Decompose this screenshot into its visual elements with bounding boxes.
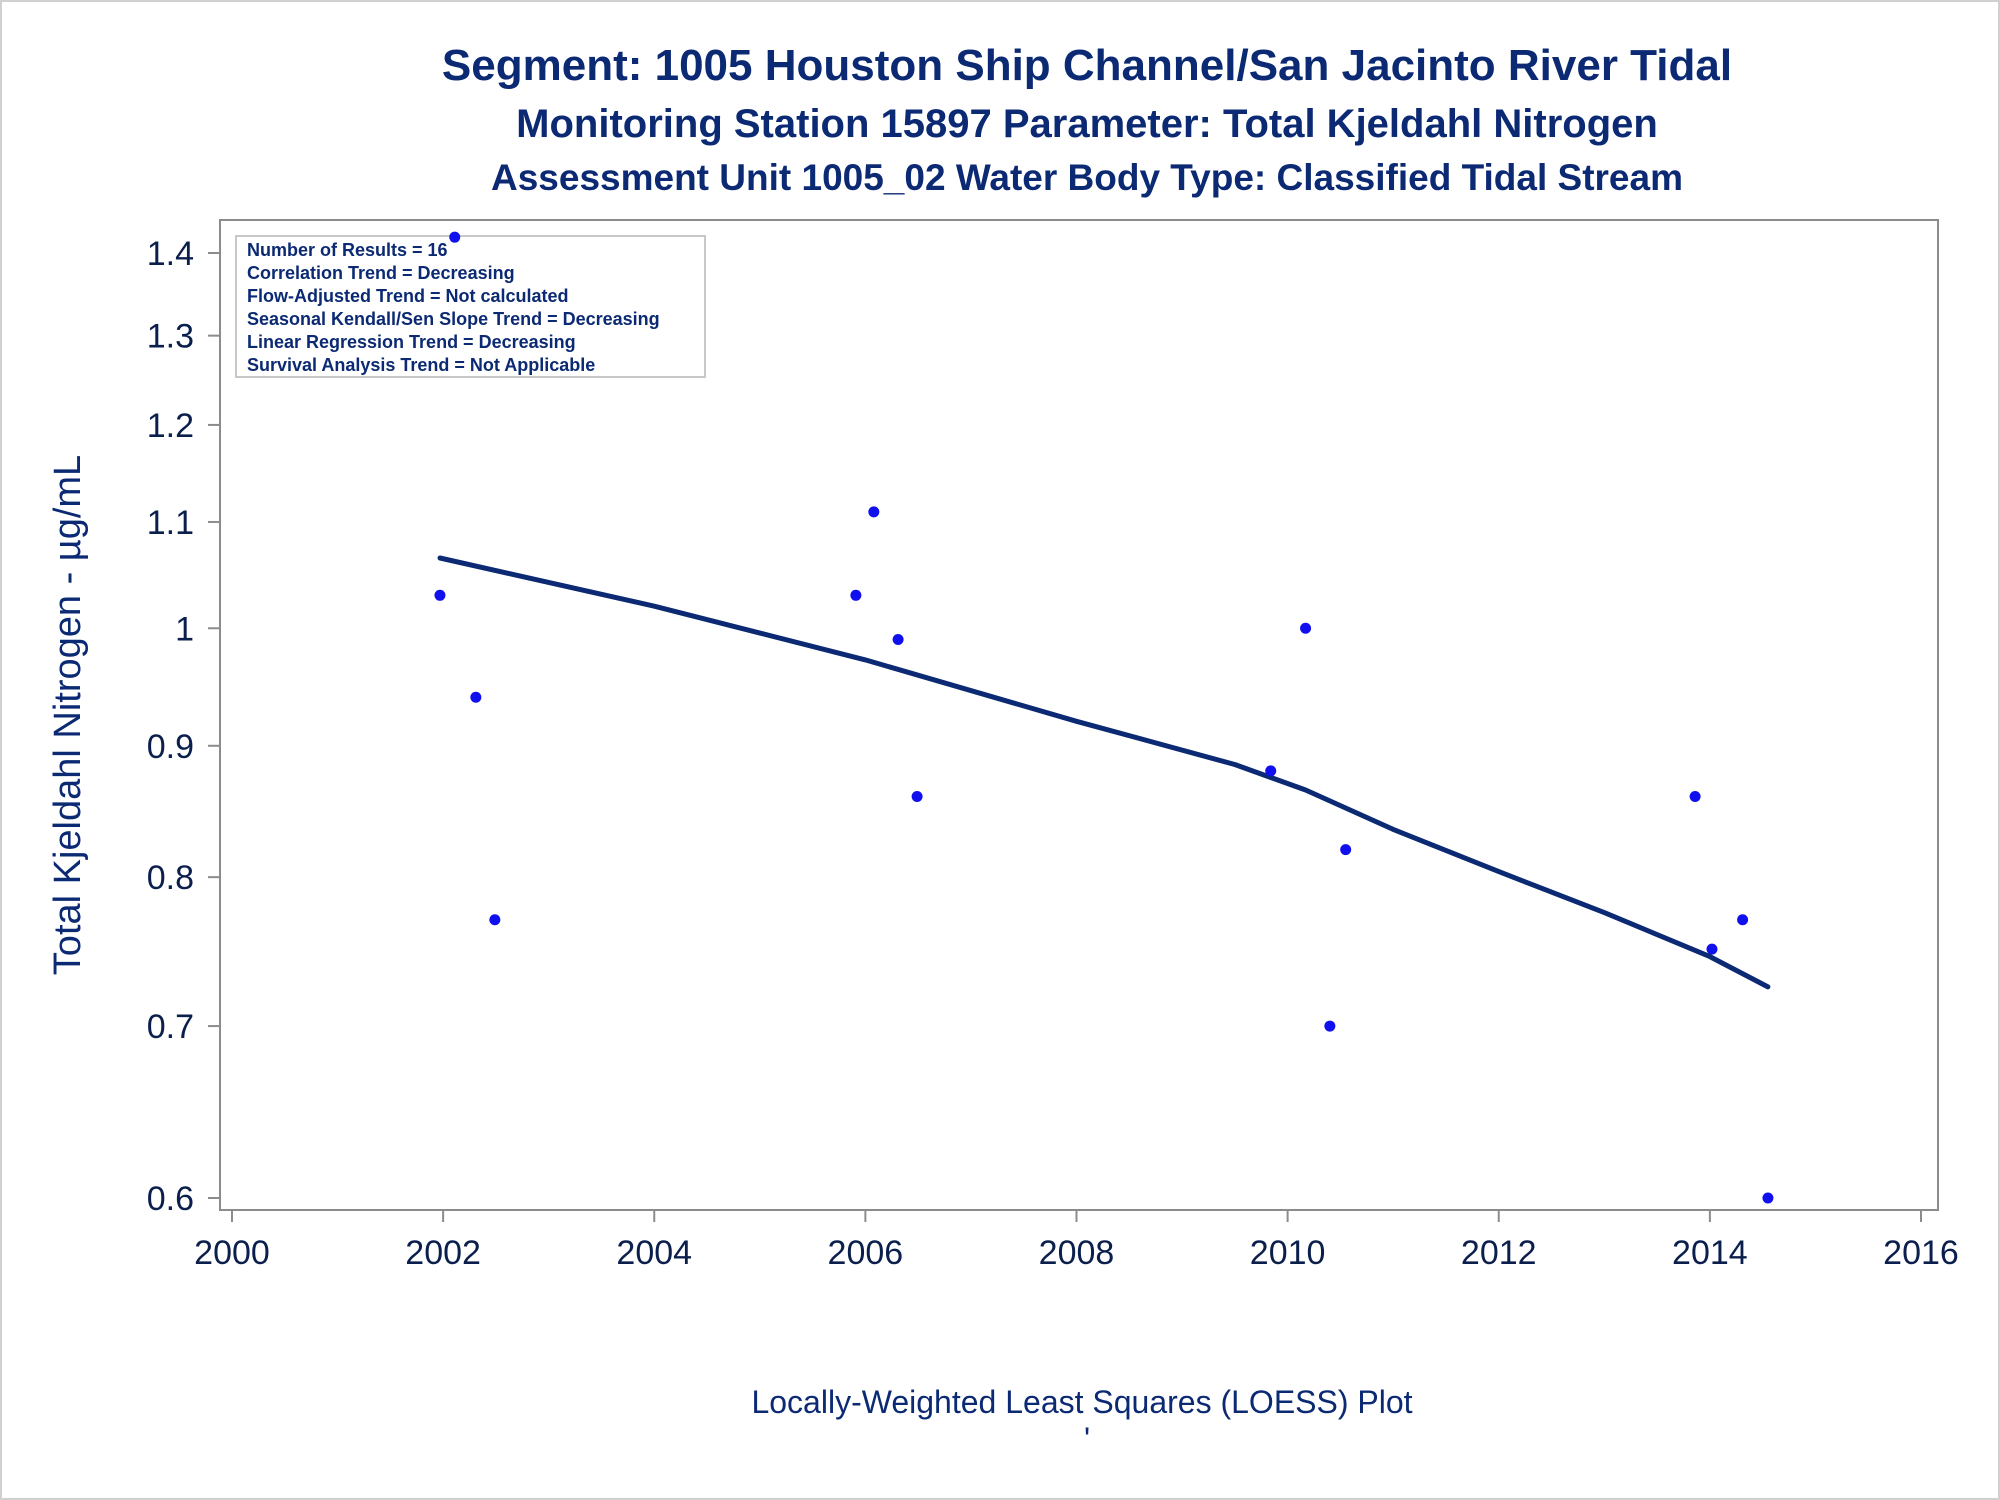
x-tick-label: 2002 <box>405 1234 481 1272</box>
data-point <box>1689 790 1701 802</box>
data-point <box>1706 943 1718 955</box>
x-tick-label: 2016 <box>1883 1234 1959 1272</box>
y-tick-label: 1.3 <box>147 318 194 356</box>
x-tick-label: 2004 <box>616 1234 692 1272</box>
x-axis: 2000 2002 2004 2006 2008 2010 2012 2014 2016 <box>194 1210 1959 1272</box>
stats-line-flow-adjusted: Flow-Adjusted Trend = Not calculated <box>247 286 569 306</box>
y-tick-label: 1.1 <box>147 504 194 542</box>
y-tick-label: 0.9 <box>147 728 194 766</box>
chart-title: Segment: 1005 Houston Ship Channel/San J… <box>442 41 1732 90</box>
x-tick-label: 2008 <box>1039 1234 1115 1272</box>
plot-area <box>219 219 1939 1211</box>
x-tick-label: 2006 <box>828 1234 904 1272</box>
y-tick-label: 0.7 <box>147 1008 194 1046</box>
chart-subtitle: Monitoring Station 15897 Parameter: Tota… <box>516 102 1658 146</box>
stats-line-linear-regression: Linear Regression Trend = Decreasing <box>247 332 576 352</box>
x-tick-label: 2000 <box>194 1234 270 1272</box>
stats-line-correlation: Correlation Trend = Decreasing <box>247 263 515 283</box>
x-tick-label: 2014 <box>1672 1234 1748 1272</box>
x-tick-label: 2010 <box>1250 1234 1326 1272</box>
data-points <box>434 231 1774 1204</box>
stats-box: Number of Results = 16 Correlation Trend… <box>235 235 706 378</box>
y-tick-label: 0.6 <box>147 1180 194 1218</box>
loess-curve <box>437 555 1771 990</box>
data-point <box>868 506 880 518</box>
y-axis-label: Total Kjeldahl Nitrogen - µg/mL <box>47 455 89 975</box>
y-tick-label: 1.2 <box>147 407 194 445</box>
data-point <box>1737 914 1749 926</box>
y-axis: 0.6 0.7 0.8 0.9 1 1.1 1.2 1.3 1.4 <box>147 235 220 1218</box>
data-point <box>1265 765 1277 777</box>
data-point <box>434 589 446 601</box>
data-point <box>489 914 501 926</box>
x-axis-label: Locally-Weighted Least Squares (LOESS) P… <box>751 1384 1412 1420</box>
footnote-mark: ' <box>1084 1421 1090 1457</box>
data-point <box>1762 1192 1774 1204</box>
data-point <box>911 790 923 802</box>
y-tick-label: 1.4 <box>147 235 194 273</box>
stats-box-border <box>235 235 706 378</box>
stats-line-survival: Survival Analysis Trend = Not Applicable <box>247 355 595 375</box>
y-tick-label: 0.8 <box>147 859 194 897</box>
data-point <box>1340 844 1352 856</box>
stats-line-seasonal-kendall: Seasonal Kendall/Sen Slope Trend = Decre… <box>247 309 660 329</box>
data-point <box>1324 1020 1336 1032</box>
data-point <box>850 589 862 601</box>
data-point <box>892 633 904 645</box>
data-point <box>470 691 482 703</box>
x-tick-label: 2012 <box>1461 1234 1537 1272</box>
chart-subtitle-2: Assessment Unit 1005_02 Water Body Type:… <box>491 157 1683 198</box>
stats-line-results: Number of Results = 16 <box>247 240 448 260</box>
data-point <box>1300 622 1312 634</box>
y-tick-label: 1 <box>175 610 194 648</box>
data-point <box>449 231 461 243</box>
